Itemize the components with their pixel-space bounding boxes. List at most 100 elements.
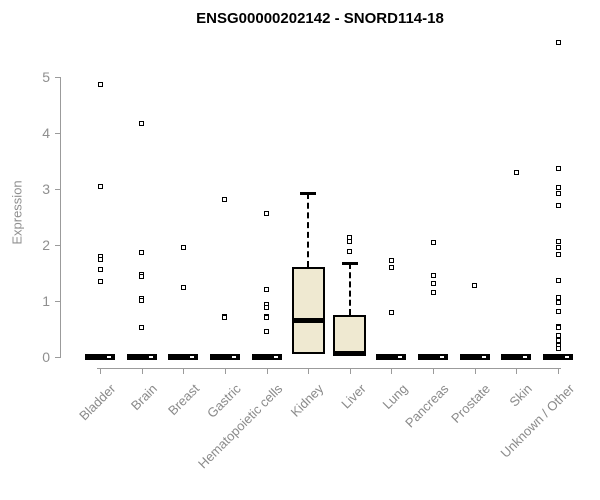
x-tick — [266, 368, 268, 374]
zero-boxplot-bar — [376, 354, 407, 360]
x-tick — [100, 368, 101, 374]
outlier-point — [555, 245, 561, 251]
outlier-point — [264, 304, 270, 310]
y-tick-label: 3 — [42, 181, 50, 197]
outlier-point — [139, 297, 145, 303]
y-tick — [55, 133, 60, 134]
outlier-point — [139, 249, 145, 255]
x-tick-label: Gastric — [203, 381, 244, 421]
outlier-point — [388, 258, 394, 264]
y-axis-line — [60, 77, 61, 358]
upper-whisker — [348, 263, 351, 315]
x-tick-label: Unknown / Other — [497, 381, 577, 461]
zero-boxplot-bar — [168, 354, 199, 360]
x-tick-label: Lung — [379, 381, 411, 413]
y-tick-label: 2 — [42, 237, 50, 253]
box — [291, 267, 325, 355]
y-tick-label: 5 — [42, 69, 50, 85]
x-tick — [308, 368, 310, 374]
x-tick — [433, 368, 435, 374]
x-tick — [558, 368, 560, 374]
x-tick — [391, 368, 393, 374]
outlier-point — [97, 279, 103, 285]
zero-point-notch — [107, 356, 111, 358]
zero-boxplot-bar — [543, 354, 574, 360]
outlier-point — [555, 325, 561, 331]
outlier-point — [555, 184, 561, 190]
x-tick-label: Prostate — [448, 381, 494, 426]
outlier-point — [388, 265, 394, 271]
outlier-point — [555, 345, 561, 351]
x-tick — [516, 368, 518, 374]
upper-whisker-cap — [341, 261, 358, 265]
zero-point-notch — [440, 356, 445, 358]
outlier-point — [555, 277, 561, 283]
x-tick-label: Brain — [128, 381, 161, 414]
x-tick-label: Bladder — [76, 381, 119, 424]
x-tick — [183, 368, 185, 374]
zero-point-notch — [190, 356, 195, 358]
box — [333, 315, 367, 357]
zero-boxplot-bar — [501, 354, 532, 360]
median-line — [335, 351, 365, 357]
x-axis-line — [97, 368, 562, 369]
outlier-point — [222, 197, 228, 203]
outlier-point — [555, 252, 561, 258]
outlier-point — [555, 299, 561, 305]
y-tick — [55, 189, 60, 190]
zero-boxplot-bar — [209, 354, 240, 360]
outlier-point — [430, 240, 436, 246]
chart-title: ENSG00000202142 - SNORD114-18 — [196, 10, 444, 27]
upper-whisker-cap — [300, 191, 317, 195]
outlier-point — [264, 210, 270, 216]
zero-boxplot-bar — [85, 354, 115, 360]
outlier-point — [555, 190, 561, 196]
outlier-point — [264, 286, 270, 292]
outlier-point — [472, 283, 478, 289]
zero-point-notch — [398, 356, 403, 358]
zero-point-notch — [523, 356, 528, 358]
y-tick-label: 0 — [42, 349, 50, 365]
outlier-point — [555, 166, 561, 172]
zero-boxplot-bar — [126, 354, 157, 360]
outlier-point — [97, 184, 103, 190]
outlier-point — [555, 332, 561, 338]
y-tick — [55, 245, 60, 246]
outlier-point — [139, 325, 145, 331]
outlier-point — [97, 256, 103, 262]
outlier-point — [347, 248, 353, 254]
outlier-point — [555, 308, 561, 314]
outlier-point — [180, 284, 186, 290]
outlier-point — [555, 238, 561, 244]
zero-point-notch — [273, 356, 278, 358]
outlier-point — [555, 294, 561, 300]
outlier-point — [180, 244, 186, 250]
outlier-point — [264, 328, 270, 334]
outlier-point — [388, 309, 394, 315]
outlier-point — [430, 280, 436, 286]
x-tick — [349, 368, 351, 374]
outlier-point — [264, 315, 270, 321]
y-tick-label: 4 — [42, 125, 50, 141]
outlier-point — [222, 315, 228, 321]
outlier-point — [139, 274, 145, 280]
zero-point-notch — [481, 356, 486, 358]
outlier-point — [555, 337, 561, 343]
outlier-point — [347, 238, 353, 244]
y-tick-label: 1 — [42, 293, 50, 309]
outlier-point — [513, 169, 519, 175]
zero-point-notch — [148, 356, 153, 358]
x-tick-label: Liver — [337, 381, 369, 412]
x-tick-label: Kidney — [288, 381, 327, 420]
zero-boxplot-bar — [251, 354, 282, 360]
x-tick-label: Breast — [164, 381, 202, 419]
outlier-point — [139, 120, 145, 126]
zero-point-notch — [565, 356, 570, 358]
outlier-point — [555, 203, 561, 209]
zero-boxplot-bar — [459, 354, 490, 360]
x-tick — [224, 368, 226, 374]
outlier-point — [97, 267, 103, 273]
x-tick — [474, 368, 476, 374]
x-tick-label: Skin — [506, 381, 536, 410]
